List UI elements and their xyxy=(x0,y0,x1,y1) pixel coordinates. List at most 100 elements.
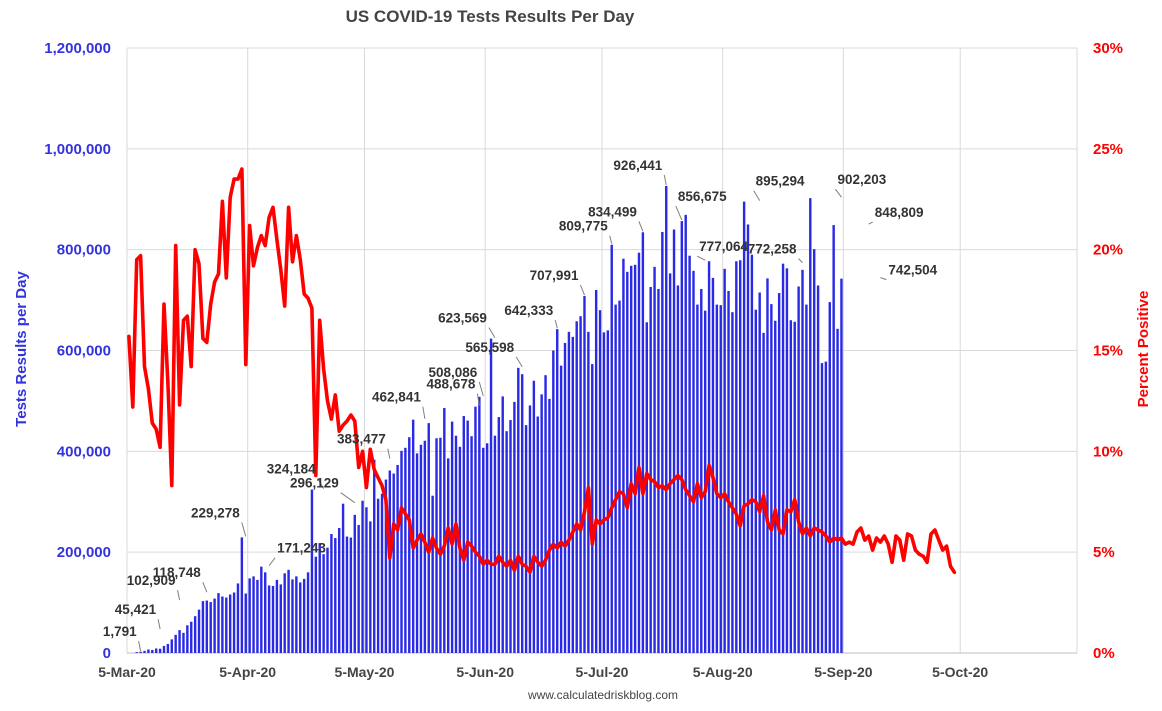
test-results-bar xyxy=(766,278,769,653)
test-results-bar xyxy=(186,625,189,653)
test-results-bar xyxy=(388,470,392,653)
x-tick-label: 5-Oct-20 xyxy=(932,664,988,680)
annotation-label: 742,504 xyxy=(888,263,937,278)
test-results-bar xyxy=(509,420,512,653)
test-results-bar xyxy=(291,579,294,653)
x-tick-label: 5-May-20 xyxy=(335,664,395,680)
annotation-label: 902,203 xyxy=(837,172,886,187)
test-results-bar xyxy=(264,572,267,653)
test-results-bar xyxy=(271,585,275,653)
test-results-bar xyxy=(513,401,516,653)
test-results-bar xyxy=(306,572,310,653)
test-results-bar xyxy=(248,578,251,653)
annotation-leader xyxy=(880,277,887,281)
test-results-bar xyxy=(415,453,419,653)
test-results-bar xyxy=(295,576,298,653)
test-results-bar xyxy=(330,534,333,653)
test-results-bar xyxy=(135,652,138,653)
test-results-bar xyxy=(668,273,672,653)
annotation-label: 324,184 xyxy=(267,462,316,477)
test-results-bar xyxy=(688,255,691,653)
annotation-label: 229,278 xyxy=(191,505,240,520)
annotation-leader xyxy=(241,522,247,537)
test-results-bar xyxy=(154,648,158,653)
annotation-leader xyxy=(478,381,484,396)
source-credit: www.calculatedriskblog.com xyxy=(527,688,678,702)
test-results-bar xyxy=(482,447,485,653)
test-results-bar xyxy=(657,288,660,653)
annotation-label: 856,675 xyxy=(678,189,727,204)
test-results-bar xyxy=(591,364,594,653)
annotation-label: 171,243 xyxy=(277,541,326,556)
test-results-bar xyxy=(326,547,329,653)
test-results-bar xyxy=(322,554,325,653)
test-results-bar xyxy=(404,447,407,653)
test-results-bar xyxy=(256,579,259,653)
test-results-bar xyxy=(147,649,150,653)
annotation-leader xyxy=(268,557,276,566)
test-results-bar xyxy=(785,268,789,653)
test-results-bar xyxy=(606,330,610,653)
annotation-leader xyxy=(609,235,613,244)
test-results-bar xyxy=(318,543,321,653)
x-tick-label: 5-Jun-20 xyxy=(456,664,514,680)
annotation-label: 488,678 xyxy=(427,377,476,392)
test-results-bar xyxy=(528,405,532,653)
test-results-bar xyxy=(205,600,209,653)
test-results-bar xyxy=(750,254,754,654)
test-results-bar xyxy=(816,285,820,653)
test-results-bar xyxy=(349,537,353,653)
test-results-bar xyxy=(696,304,699,653)
test-results-bars xyxy=(135,185,843,654)
annotation-leader xyxy=(663,174,667,186)
test-results-bar xyxy=(594,290,598,653)
right-axis-ticks: 0% 5% 10% 15% 20% 25% 30% xyxy=(1093,40,1123,662)
test-results-bar xyxy=(567,331,571,653)
test-results-bar xyxy=(408,437,411,653)
test-results-bar xyxy=(626,271,629,653)
right-tick-label: 15% xyxy=(1093,343,1123,360)
annotation-label: 707,991 xyxy=(530,268,579,283)
right-tick-label: 30% xyxy=(1093,40,1123,57)
test-results-bar xyxy=(228,594,232,653)
test-results-bar xyxy=(182,632,185,653)
annotation-label: 102,909 xyxy=(127,573,176,588)
test-results-bar xyxy=(754,309,757,653)
x-tick-label: 5-Sep-20 xyxy=(814,664,873,680)
left-tick-label: 600,000 xyxy=(57,343,111,360)
test-results-bar xyxy=(692,270,695,653)
annotation-label: 623,569 xyxy=(438,311,487,326)
test-results-bar xyxy=(260,566,263,653)
right-tick-label: 25% xyxy=(1093,141,1123,158)
test-results-bar xyxy=(832,225,835,654)
test-results-bar xyxy=(840,278,843,653)
test-results-bar xyxy=(279,584,282,653)
test-results-bar xyxy=(232,592,236,653)
test-results-bar xyxy=(579,316,582,653)
test-results-bar xyxy=(598,310,602,653)
annotation-label: 895,294 xyxy=(756,174,805,189)
left-axis-label: Tests Results per Day xyxy=(13,271,30,427)
annotation-leader xyxy=(515,356,523,368)
test-results-bar xyxy=(758,292,761,653)
annotation-leader xyxy=(340,492,356,504)
annotation-leader xyxy=(696,255,706,261)
test-results-bar xyxy=(820,363,824,653)
percent-positive-line xyxy=(127,167,957,575)
test-results-bar xyxy=(158,648,162,653)
test-results-bar xyxy=(431,495,434,653)
test-results-bar xyxy=(680,221,684,653)
test-results-bar xyxy=(299,582,302,653)
test-results-bar xyxy=(310,489,314,653)
test-results-bar xyxy=(602,332,606,653)
annotation-leader xyxy=(753,190,761,201)
test-results-bar xyxy=(384,479,388,653)
left-tick-label: 1,200,000 xyxy=(44,40,111,57)
x-tick-label: 5-Apr-20 xyxy=(219,664,276,680)
test-results-bar xyxy=(353,514,356,653)
test-results-bar xyxy=(793,321,796,653)
test-results-bar xyxy=(735,261,738,653)
annotation-leader xyxy=(422,406,426,419)
left-tick-label: 800,000 xyxy=(57,242,111,259)
left-tick-label: 200,000 xyxy=(57,544,111,561)
